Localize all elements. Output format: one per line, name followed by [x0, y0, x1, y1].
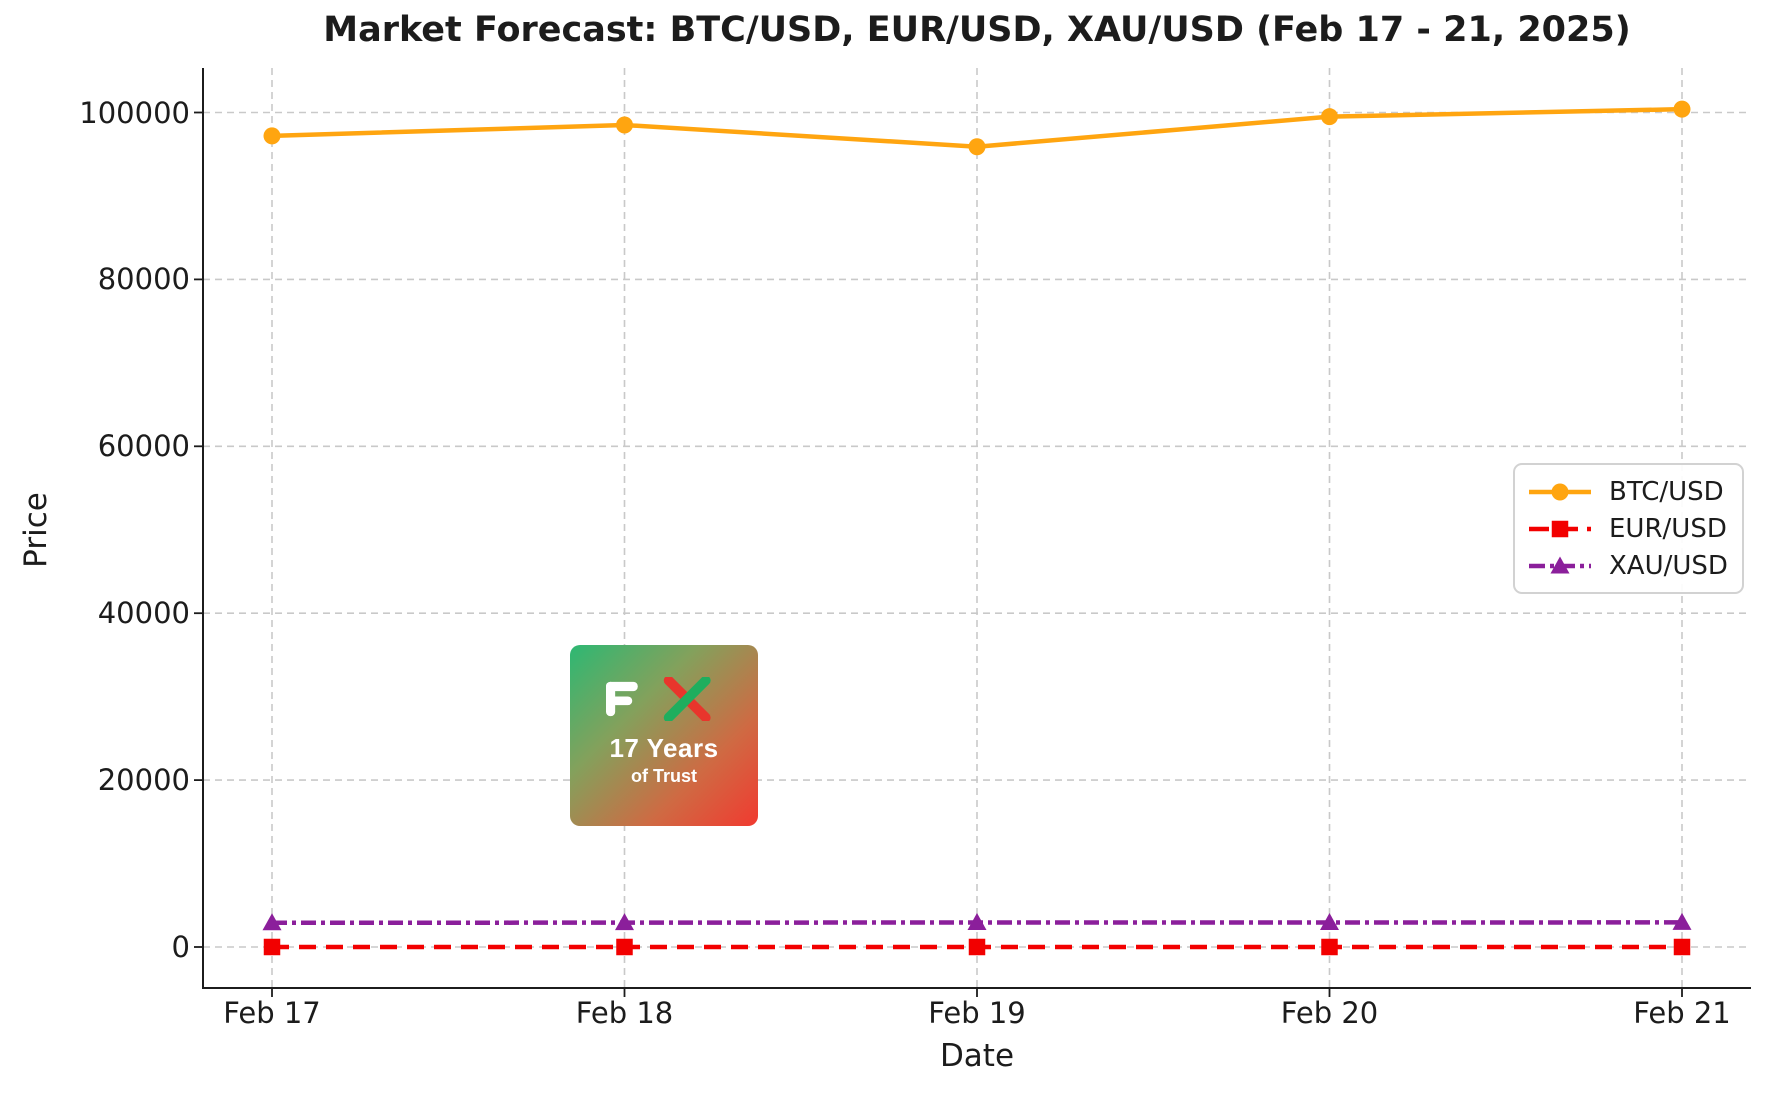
x-tick-label: Feb 19: [928, 996, 1026, 1030]
legend: BTC/USD EUR/USD XAU/USD: [1513, 463, 1744, 594]
legend-label-btc: BTC/USD: [1609, 476, 1724, 507]
x-tick-label: Feb 20: [1280, 996, 1379, 1030]
x-axis-label: Date: [939, 1038, 1015, 1074]
legend-item-eur: EUR/USD: [1527, 514, 1730, 544]
y-tick-label: 0: [171, 930, 190, 964]
fx-logo-icon: [606, 677, 711, 721]
eur-line-sample-icon: [1529, 520, 1591, 537]
y-tick-label: 80000: [97, 262, 190, 297]
fxstreet-watermark: 17 Years of Trust: [570, 645, 758, 826]
y-tick-label: 40000: [97, 596, 190, 631]
watermark-years-text: 17 Years: [609, 733, 719, 763]
chart-title: Market Forecast: BTC/USD, EUR/USD, XAU/U…: [323, 10, 1631, 50]
x-tick-label: Feb 21: [1633, 996, 1731, 1030]
y-tick-label: 100000: [79, 95, 190, 130]
y-tick-label: 20000: [97, 763, 190, 798]
legend-item-btc: BTC/USD: [1527, 477, 1730, 507]
y-tick-label: 60000: [97, 429, 190, 464]
x-tick-label: Feb 17: [223, 996, 321, 1030]
xau-line-sample-icon: [1529, 556, 1591, 573]
legend-item-xau: XAU/USD: [1527, 551, 1730, 581]
legend-label-xau: XAU/USD: [1609, 550, 1728, 581]
legend-label-eur: EUR/USD: [1609, 513, 1727, 544]
btc-line-sample-icon: [1529, 483, 1591, 500]
watermark-trust-text: of Trust: [631, 766, 697, 786]
x-tick-label: Feb 18: [575, 996, 674, 1030]
y-axis-label: Price: [18, 492, 54, 568]
